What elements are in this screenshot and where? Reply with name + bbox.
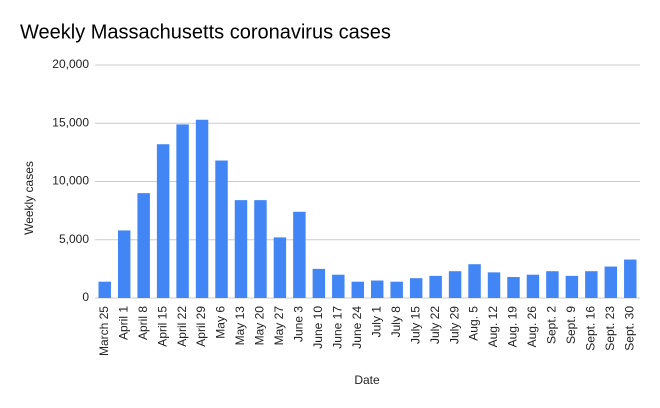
y-tick-label: 0	[82, 290, 89, 304]
bar	[487, 272, 501, 298]
x-tick-label: April 15	[155, 306, 169, 347]
bar	[351, 281, 364, 298]
x-tick-label: July 29	[447, 306, 461, 344]
x-tick-label: July 22	[428, 306, 442, 344]
x-tick-label: Sept. 23	[603, 306, 617, 351]
x-tick-label: Aug. 12	[486, 306, 500, 348]
bar	[293, 211, 306, 298]
x-tick-label: Sept. 16	[584, 306, 598, 351]
bar	[117, 230, 131, 298]
x-tick-label: Aug. 5	[467, 306, 481, 341]
x-tick-label: Sept. 2	[545, 306, 559, 344]
y-tick-label: 10,000	[52, 174, 89, 188]
y-tick-label: 20,000	[52, 57, 89, 71]
bar	[195, 119, 209, 298]
bar	[156, 144, 170, 298]
x-tick-label: May 13	[233, 306, 247, 346]
bar	[409, 278, 423, 298]
bar	[215, 160, 228, 298]
x-tick-label: June 24	[350, 306, 364, 349]
bar	[371, 280, 384, 298]
bar	[390, 281, 403, 298]
x-tick-label: May 6	[214, 306, 228, 339]
bar	[565, 275, 579, 298]
bar	[546, 271, 559, 298]
x-tick-label: Aug. 19	[506, 306, 520, 348]
bar	[312, 268, 326, 298]
x-tick-label: Sept. 9	[564, 306, 578, 344]
bar	[332, 274, 345, 298]
bar	[137, 193, 150, 298]
chart-title: Weekly Massachusetts coronavirus cases	[20, 21, 391, 43]
bar	[273, 237, 287, 298]
bar	[448, 271, 462, 298]
x-tick-label: May 27	[272, 306, 286, 346]
x-tick-label: June 3	[292, 306, 306, 342]
bar	[604, 266, 618, 298]
x-tick-label: May 20	[253, 306, 267, 346]
x-tick-label: March 25	[97, 306, 111, 356]
bar	[176, 124, 189, 298]
x-axis-title: Date	[354, 373, 380, 387]
bar	[234, 200, 248, 298]
x-tick-label: June 10	[311, 306, 325, 349]
bar	[98, 281, 111, 298]
x-tick-label: June 17	[330, 306, 344, 349]
x-tick-label: Aug. 26	[525, 306, 539, 348]
x-tick-label: July 15	[408, 306, 422, 344]
x-tick-label: July 1	[369, 306, 383, 338]
x-tick-label: Sept. 30	[622, 306, 636, 351]
y-tick-label: 15,000	[52, 115, 89, 129]
bar	[526, 274, 540, 298]
x-tick-label: April 22	[175, 306, 189, 347]
y-axis-title: Weekly cases	[22, 161, 36, 235]
bar	[507, 277, 520, 298]
x-tick-label: April 8	[136, 306, 150, 340]
bar	[429, 275, 442, 298]
x-tick-label: July 8	[389, 306, 403, 338]
y-tick-label: 5,000	[59, 232, 89, 246]
x-tick-label: April 1	[116, 306, 130, 340]
bar	[585, 271, 598, 298]
x-tick-label: April 29	[194, 306, 208, 347]
bar	[468, 264, 481, 298]
bar	[254, 200, 267, 298]
bar	[624, 259, 637, 298]
